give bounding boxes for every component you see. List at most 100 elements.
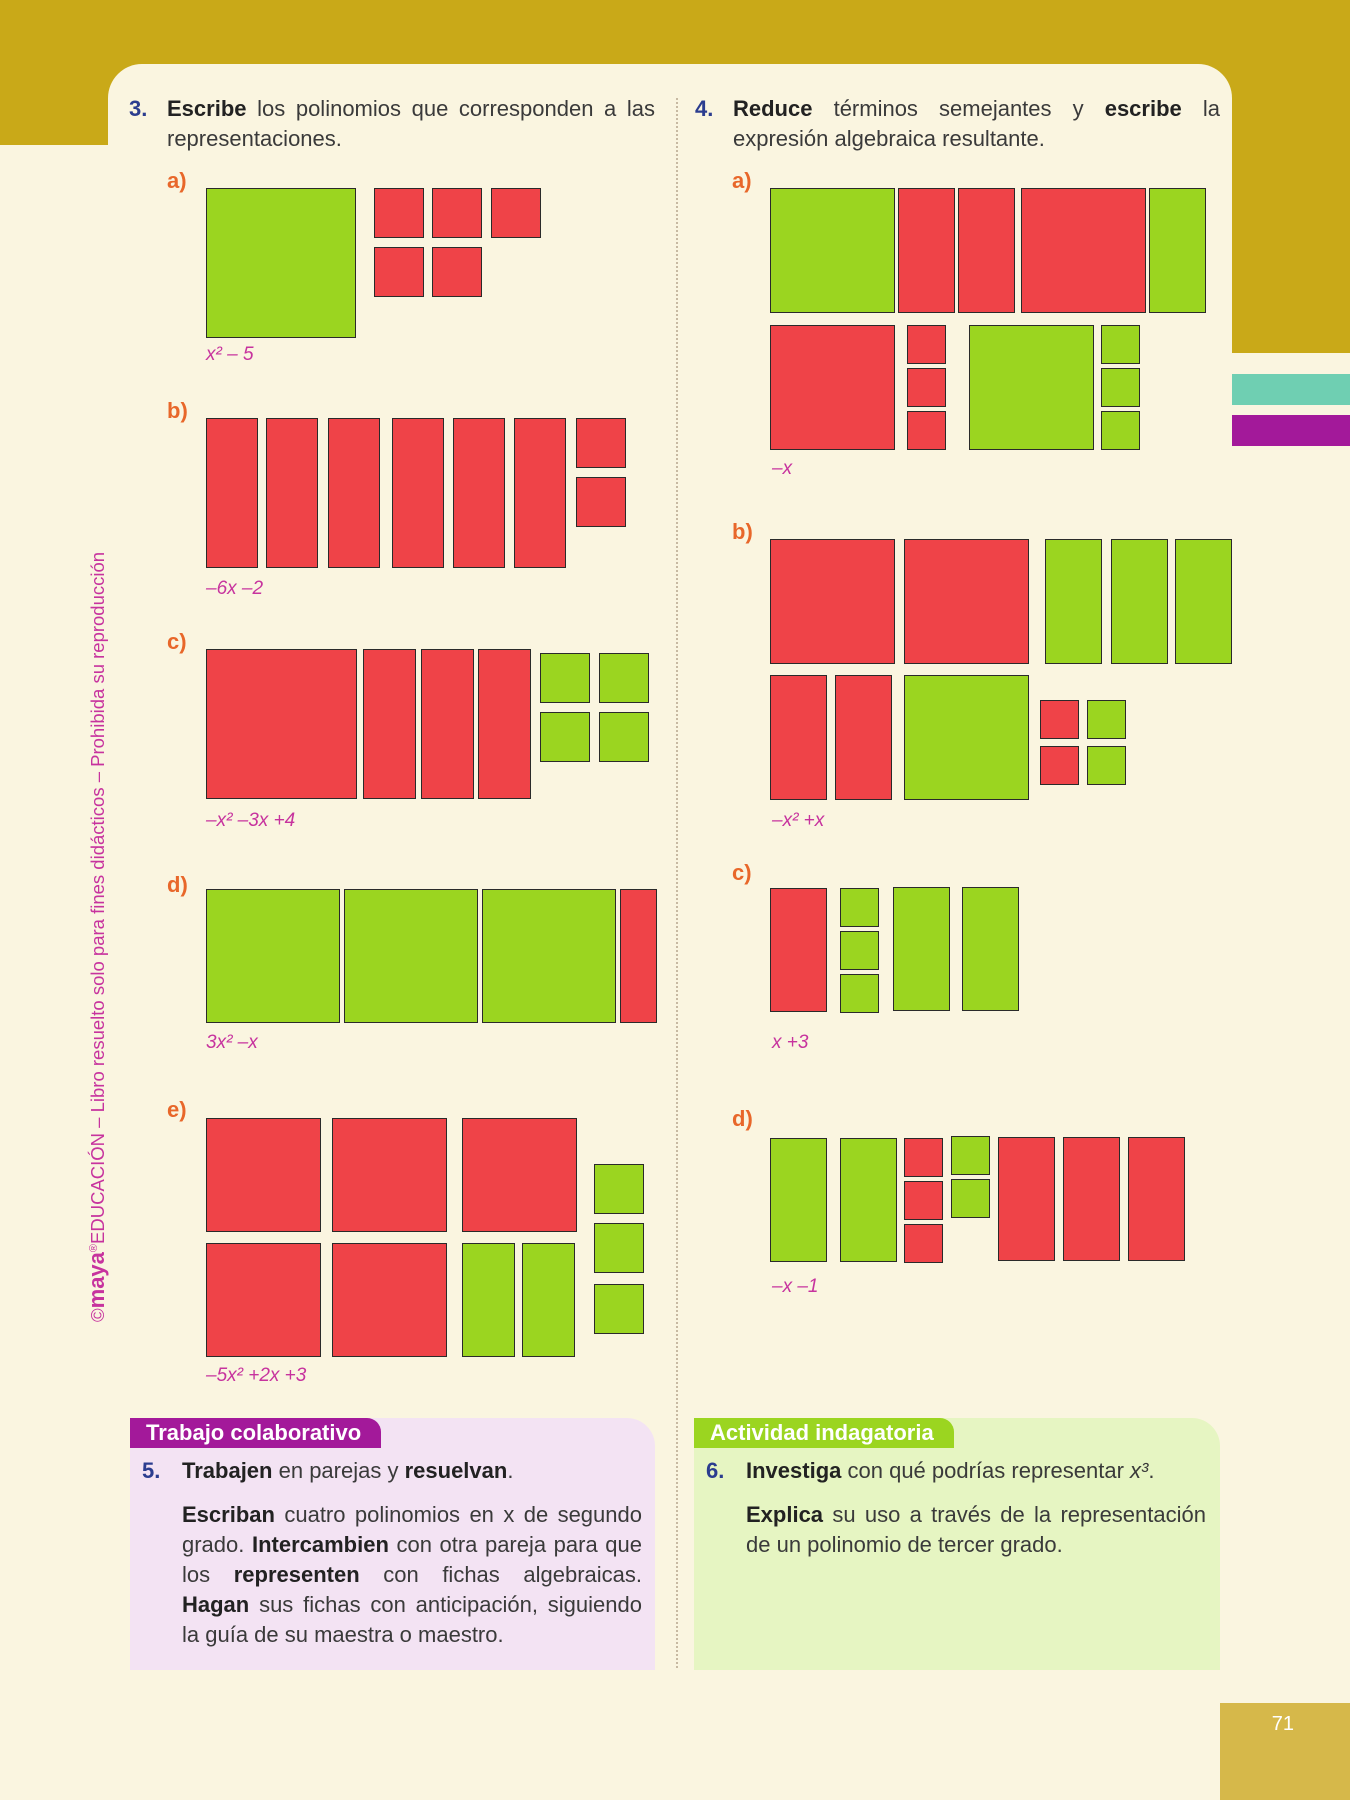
instruction-verb: resuelvan <box>404 1458 508 1483</box>
unit-tile-positive <box>951 1179 990 1218</box>
x-tile-negative <box>421 649 474 799</box>
column-divider <box>676 98 678 1668</box>
instruction-text: con qué podrías representar <box>847 1458 1124 1483</box>
unit-tile-positive <box>594 1284 644 1334</box>
x-squared-tile-negative <box>206 1118 321 1232</box>
x-tile-negative <box>266 418 318 568</box>
x-tile-negative <box>620 889 657 1023</box>
math-expression: x³ <box>1130 1458 1149 1483</box>
x-tile-negative <box>770 888 827 1012</box>
q4-answer: –x –1 <box>772 1276 819 1297</box>
instruction-verb: Intercambien <box>251 1532 389 1557</box>
x-squared-tile-positive <box>344 889 478 1023</box>
unit-tile-positive <box>540 653 590 703</box>
unit-tile-positive <box>1101 368 1140 407</box>
instruction-text: con otra pareja para que los <box>182 1532 642 1587</box>
research-activity-box: Actividad indagatoria 6. Investiga con q… <box>694 1418 1220 1670</box>
x-tile-positive <box>522 1243 575 1357</box>
instruction-verb: Trabajen <box>182 1458 273 1483</box>
instruction-text: con fichas algebraicas. <box>383 1562 642 1587</box>
x-squared-tile-negative <box>904 539 1029 664</box>
question-line: Trabajen en parejas y resuelvan. <box>182 1456 642 1486</box>
unit-tile-negative <box>432 247 482 297</box>
copyright-side-note: ©maya®EDUCACIÓN – Libro resuelto solo pa… <box>84 482 110 1322</box>
instruction-verb: Hagan <box>182 1592 250 1617</box>
question-paragraph: Escriban cuatro polinomios en x de segun… <box>182 1500 642 1650</box>
x-tile-positive <box>962 887 1019 1011</box>
x-tile-negative <box>998 1137 1055 1261</box>
unit-tile-negative <box>374 188 424 238</box>
unit-tile-positive <box>540 712 590 762</box>
x-squared-tile-positive <box>770 188 895 313</box>
q3-answer: –x² –3x +4 <box>206 810 296 831</box>
x-tile-negative <box>363 649 416 799</box>
x-tile-positive <box>1175 539 1232 664</box>
question-4: 4. Reduce términos semejantes y escribe … <box>695 94 1220 156</box>
x-squared-tile-negative <box>770 539 895 664</box>
x-squared-tile-negative <box>206 649 357 799</box>
instruction-verb: representen <box>233 1562 360 1587</box>
x-tile-negative <box>453 418 505 568</box>
x-squared-tile-negative <box>462 1118 577 1232</box>
page-number-tab <box>1220 1703 1350 1800</box>
question-number: 6. <box>706 1458 725 1483</box>
x-tile-negative <box>392 418 444 568</box>
question-text: Escribe los polinomios que corresponden … <box>167 94 655 154</box>
unit-tile-positive <box>840 931 879 970</box>
unit-tile-negative <box>904 1181 943 1220</box>
instruction-verb: escribe <box>1104 96 1182 121</box>
instruction-text: cuatro polinomios en x de segundo grado. <box>182 1502 642 1557</box>
instruction-text: los polinomios que corresponden a las re… <box>167 96 655 151</box>
box-title: Actividad indagatoria <box>694 1418 954 1448</box>
x-tile-negative <box>958 188 1015 313</box>
collaborative-work-box: Trabajo colaborativo 5. Trabajen en pare… <box>130 1418 655 1670</box>
instruction-text: la expresión algebraica resultante. <box>733 96 1220 151</box>
x-tile-negative <box>206 418 258 568</box>
q4-item-label: c) <box>732 860 752 885</box>
instruction-text: su uso a través de la representación de … <box>746 1502 1206 1557</box>
x-tile-negative <box>1128 1137 1185 1261</box>
question-number: 4. <box>695 96 714 121</box>
unit-tile-positive <box>594 1223 644 1273</box>
unit-tile-positive <box>1101 411 1140 450</box>
q3-answer: –6x –2 <box>206 578 264 599</box>
instruction-verb: Explica <box>746 1502 824 1527</box>
q3-item-label: e) <box>167 1097 187 1122</box>
q3-item-label: c) <box>167 629 187 654</box>
box-title: Trabajo colaborativo <box>130 1418 382 1448</box>
x-tile-negative <box>514 418 566 568</box>
x-tile-positive <box>1045 539 1102 664</box>
q3-answer: x² – 5 <box>206 344 254 365</box>
x-tile-negative <box>898 188 955 313</box>
x-tile-negative <box>770 675 827 800</box>
question-number: 3. <box>129 96 148 121</box>
x-tile-positive <box>893 887 950 1011</box>
x-tile-negative <box>1063 1137 1120 1261</box>
teal-tab-marker <box>1232 374 1350 405</box>
unit-tile-negative <box>374 247 424 297</box>
instruction-verb: Investiga <box>746 1458 842 1483</box>
registered-mark: ® <box>87 1243 100 1253</box>
x-squared-tile-negative <box>1021 188 1146 313</box>
q4-answer: x +3 <box>772 1032 809 1053</box>
unit-tile-positive <box>1101 325 1140 364</box>
x-tile-positive <box>770 1138 827 1262</box>
punctuation: . <box>507 1458 514 1483</box>
q4-item-label: b) <box>732 519 753 544</box>
unit-tile-positive <box>599 653 649 703</box>
x-squared-tile-positive <box>206 188 356 338</box>
unit-tile-negative <box>576 418 626 468</box>
unit-tile-negative <box>1040 746 1079 785</box>
unit-tile-negative <box>907 368 946 407</box>
unit-tile-negative <box>907 411 946 450</box>
unit-tile-negative <box>904 1138 943 1177</box>
q4-answer: –x <box>772 458 793 479</box>
unit-tile-negative <box>907 325 946 364</box>
question-text: Reduce términos semejantes y escribe la … <box>733 94 1220 154</box>
q4-answer: –x² +x <box>772 810 825 831</box>
instruction-text: en parejas y <box>278 1458 399 1483</box>
x-tile-negative <box>328 418 380 568</box>
page-number: 71 <box>1271 1713 1294 1735</box>
x-squared-tile-negative <box>770 325 895 450</box>
x-squared-tile-negative <box>332 1243 447 1357</box>
